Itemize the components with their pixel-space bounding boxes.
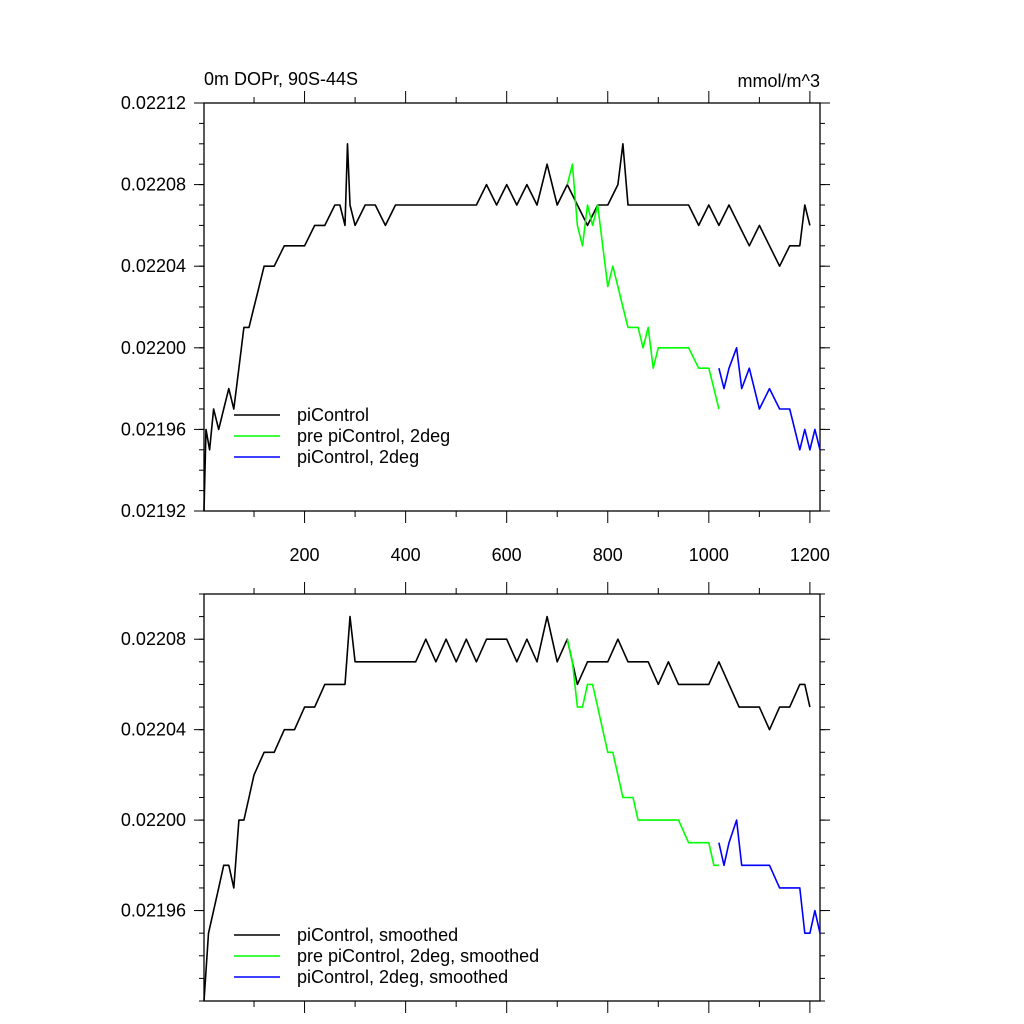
x-tick-label: 1200 (790, 545, 830, 565)
series-line (566, 639, 719, 867)
y-tick-label: 0.02212 (121, 93, 186, 113)
series-line (566, 163, 720, 410)
y-tick-label: 0.02196 (121, 901, 186, 921)
y-tick-label: 0.02208 (121, 175, 186, 195)
y-tick-label: 0.02208 (121, 629, 186, 649)
legend-label: piControl, 2deg, smoothed (297, 967, 508, 987)
series-line (203, 615, 811, 1002)
x-tick-label: 400 (391, 545, 421, 565)
y-tick-label: 0.02204 (121, 256, 186, 276)
x-tick-label: 1000 (689, 545, 729, 565)
y-tick-label: 0.02192 (121, 501, 186, 521)
bottom-panel: 0.02196 0.02200 0.02204 0.02208 piControl, s… (121, 582, 830, 1013)
legend-label: pre piControl, 2deg, smoothed (297, 946, 539, 966)
x-tick-label: 200 (290, 545, 320, 565)
legend-label: piControl, smoothed (297, 925, 458, 945)
chart-title: 0m DOPr, 90S-44S (204, 69, 358, 89)
x-tick-label: 600 (492, 545, 522, 565)
legend-label: piControl, 2deg (297, 447, 419, 467)
series-line (718, 819, 821, 934)
x-tick-label: 800 (593, 545, 623, 565)
legend-label: piControl (297, 405, 369, 425)
y-tick-label: 0.02204 (121, 720, 186, 740)
series-line (203, 143, 811, 512)
series-line (718, 347, 821, 451)
top-panel: 200 400 600 800 1000 1200 0.02192 0.02196 0.0220… (121, 91, 830, 565)
legend-label: pre piControl, 2deg (297, 426, 450, 446)
y-tick-label: 0.02200 (121, 338, 186, 358)
units-label: mmol/m^3 (738, 71, 820, 91)
y-tick-label: 0.02200 (121, 810, 186, 830)
y-tick-label: 0.02196 (121, 419, 186, 439)
